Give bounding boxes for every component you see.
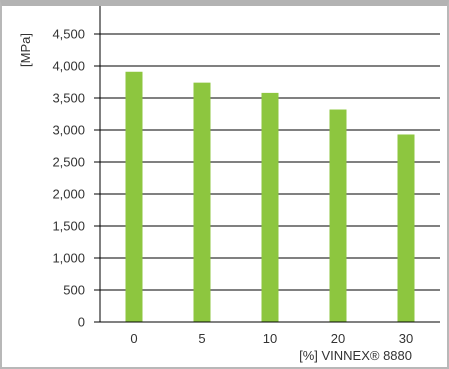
y-tick-labels: 0 500 1,000 1,500 2,000 2,500 3,000 3,500 4,000 4… bbox=[52, 27, 85, 330]
y-tick-label: 1,000 bbox=[52, 251, 85, 266]
x-axis-label: [%] VINNEX® 8880 bbox=[299, 348, 412, 363]
x-tick-label: 20 bbox=[331, 331, 345, 346]
y-tick-label: 500 bbox=[63, 283, 85, 298]
bar-5 bbox=[193, 82, 211, 322]
y-tick-label: 2,000 bbox=[52, 187, 85, 202]
bar-0 bbox=[125, 71, 143, 322]
x-tick-label: 0 bbox=[130, 331, 137, 346]
bar-10 bbox=[261, 92, 279, 322]
y-tick-label: 3,000 bbox=[52, 123, 85, 138]
bars bbox=[125, 71, 415, 323]
bar-30 bbox=[397, 134, 415, 322]
y-tick-label: 4,500 bbox=[52, 27, 85, 42]
x-tick-labels: 0 5 10 20 30 bbox=[130, 331, 413, 346]
y-tick-label: 0 bbox=[78, 315, 85, 330]
bar-20 bbox=[329, 109, 347, 323]
x-tick-label: 30 bbox=[399, 331, 413, 346]
y-axis-label: [MPa] bbox=[18, 33, 33, 67]
x-tick-label: 5 bbox=[198, 331, 205, 346]
y-tick-label: 2,500 bbox=[52, 155, 85, 170]
y-tick-label: 4,000 bbox=[52, 59, 85, 74]
x-tick-label: 10 bbox=[263, 331, 277, 346]
y-tick-label: 3,500 bbox=[52, 91, 85, 106]
y-tick-label: 1,500 bbox=[52, 219, 85, 234]
